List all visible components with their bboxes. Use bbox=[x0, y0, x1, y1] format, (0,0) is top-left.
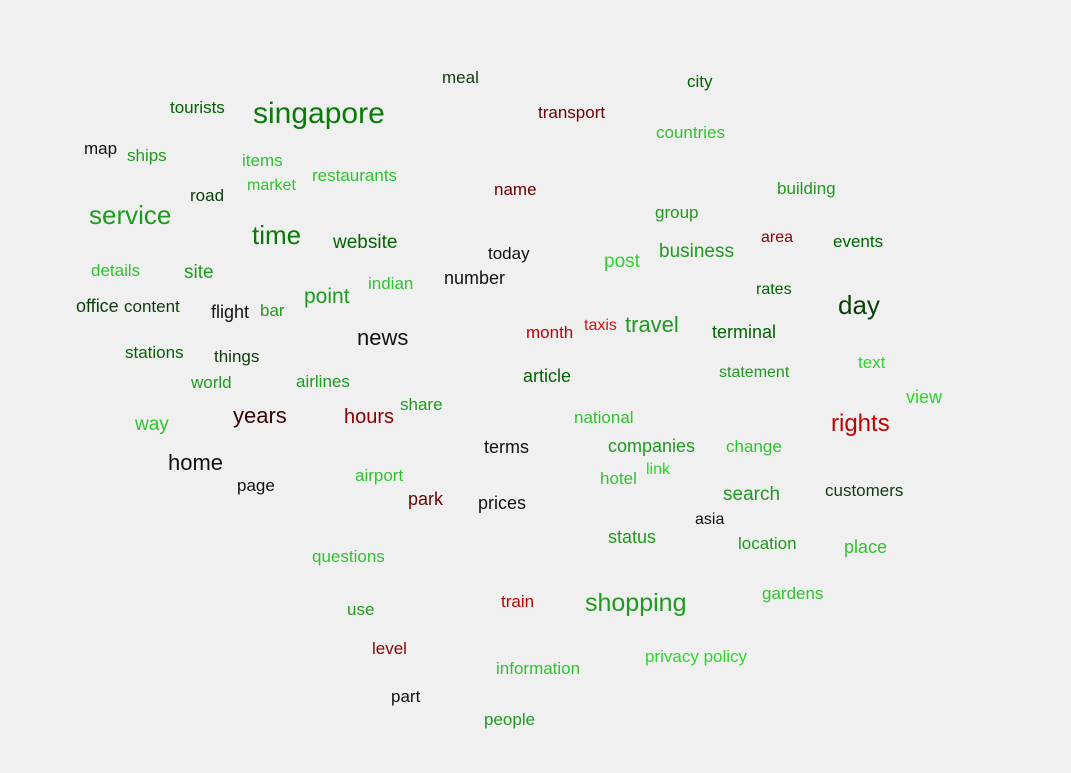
word-years: years bbox=[233, 403, 287, 428]
word-rights: rights bbox=[831, 410, 890, 437]
word-name: name bbox=[494, 180, 537, 199]
word-details: details bbox=[91, 261, 141, 280]
word-map: map bbox=[84, 139, 118, 158]
word-asia: asia bbox=[695, 511, 725, 528]
word-customers: customers bbox=[825, 481, 904, 500]
word-people: people bbox=[484, 710, 536, 729]
word-part: part bbox=[391, 687, 421, 706]
word-transport: transport bbox=[538, 103, 606, 122]
word-shopping: shopping bbox=[585, 589, 687, 617]
word-location: location bbox=[738, 534, 797, 553]
word-market: market bbox=[247, 177, 296, 194]
word-companies: companies bbox=[608, 436, 696, 456]
word-countries: countries bbox=[656, 123, 725, 142]
word-news: news bbox=[357, 325, 409, 350]
word-building: building bbox=[777, 179, 836, 198]
word-article: article bbox=[523, 366, 572, 386]
word-post: post bbox=[604, 251, 640, 272]
word-train: train bbox=[501, 592, 535, 611]
word-indian: indian bbox=[368, 274, 414, 293]
word-text: text bbox=[858, 353, 886, 372]
word-office: office bbox=[76, 296, 119, 316]
word-city: city bbox=[687, 72, 713, 91]
word-number: number bbox=[444, 268, 506, 288]
word-area: area bbox=[761, 229, 794, 246]
word-national: national bbox=[574, 408, 634, 427]
word-questions: questions bbox=[312, 547, 385, 566]
word-road: road bbox=[190, 186, 225, 205]
word-view: view bbox=[906, 387, 943, 407]
word-restaurants: restaurants bbox=[312, 166, 398, 185]
word-park: park bbox=[408, 489, 444, 509]
word-hours: hours bbox=[344, 406, 395, 428]
word-change: change bbox=[726, 437, 782, 456]
word-time: time bbox=[252, 220, 302, 250]
word-use: use bbox=[347, 600, 375, 619]
word-items: items bbox=[242, 151, 283, 170]
word-level: level bbox=[372, 639, 407, 658]
word-day: day bbox=[838, 290, 880, 320]
word-things: things bbox=[214, 347, 260, 366]
word-taxis: taxis bbox=[584, 317, 617, 334]
word-events: events bbox=[833, 232, 884, 251]
word-airport: airport bbox=[355, 466, 404, 485]
word-rates: rates bbox=[756, 281, 792, 298]
word-place: place bbox=[844, 537, 888, 557]
word-travel: travel bbox=[625, 312, 679, 337]
word-gardens: gardens bbox=[762, 584, 824, 603]
word-terms: terms bbox=[484, 437, 529, 457]
word-bar: bar bbox=[260, 301, 285, 320]
word-airlines: airlines bbox=[296, 372, 350, 391]
word-group: group bbox=[655, 203, 699, 222]
word-website: website bbox=[333, 232, 398, 253]
word-flight: flight bbox=[211, 302, 250, 322]
word-stations: stations bbox=[125, 343, 184, 362]
word-way: way bbox=[135, 414, 169, 435]
word-meal: meal bbox=[442, 68, 479, 87]
word-content: content bbox=[124, 297, 180, 316]
word-ships: ships bbox=[127, 146, 167, 165]
word-page: page bbox=[237, 476, 275, 495]
word-home: home bbox=[168, 450, 224, 475]
word-share: share bbox=[400, 395, 443, 414]
word-today: today bbox=[488, 244, 530, 263]
word-information: information bbox=[496, 659, 581, 678]
word-month: month bbox=[526, 323, 574, 342]
word-terminal: terminal bbox=[712, 322, 777, 342]
word-business: business bbox=[659, 241, 734, 262]
word-tourists: tourists bbox=[170, 98, 225, 117]
word-prices: prices bbox=[478, 493, 527, 513]
word-search: search bbox=[723, 484, 781, 505]
word-privacy-policy: privacy policy bbox=[645, 647, 748, 666]
word-statement: statement bbox=[719, 364, 790, 381]
word-link: link bbox=[646, 461, 671, 478]
word-status: status bbox=[608, 527, 657, 547]
word-singapore: singapore bbox=[253, 97, 385, 130]
word-hotel: hotel bbox=[600, 469, 637, 488]
word-site: site bbox=[184, 262, 214, 283]
word-service: service bbox=[89, 200, 172, 230]
word-world: world bbox=[191, 373, 232, 392]
word-point: point bbox=[304, 285, 350, 308]
